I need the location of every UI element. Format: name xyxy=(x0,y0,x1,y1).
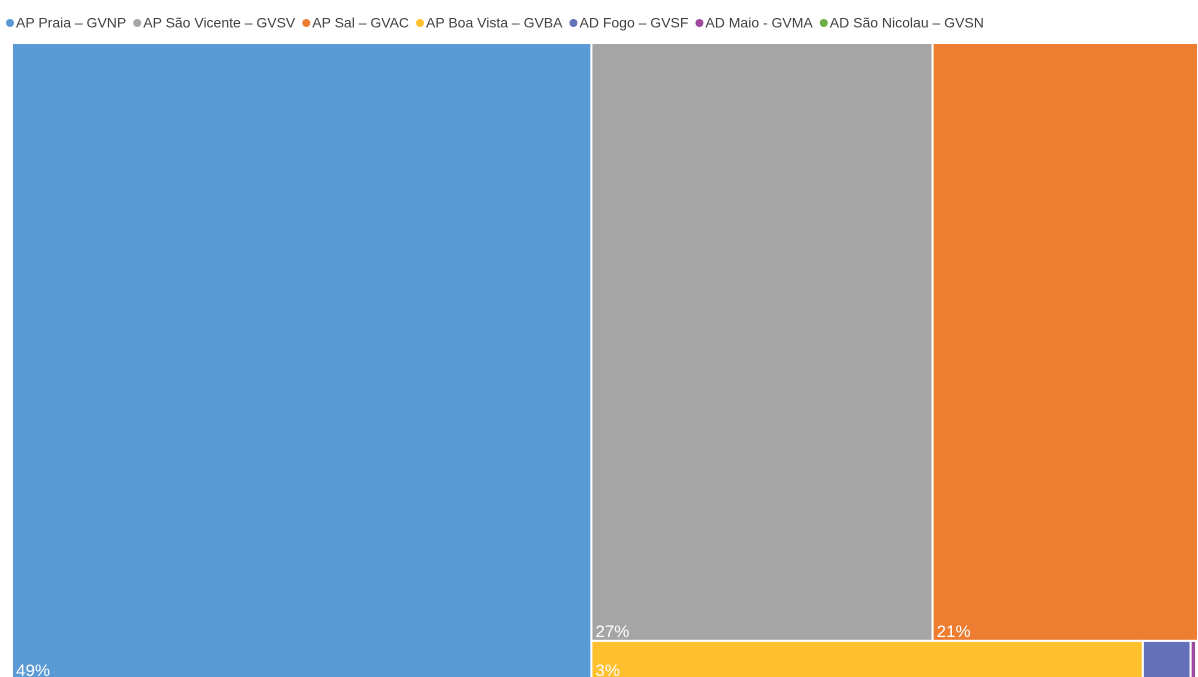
legend-label: AP Sal – GVAC xyxy=(312,15,409,31)
tile xyxy=(1141,639,1192,677)
tile xyxy=(590,639,1144,677)
tile xyxy=(11,42,593,677)
legend-marker xyxy=(133,19,142,27)
legend-marker xyxy=(569,19,578,27)
legend: AP Praia – GVNP AP São Vicente – GVSV AP S… xyxy=(6,15,984,31)
value-label: 27% xyxy=(595,622,629,641)
legend-marker xyxy=(302,19,311,27)
legend-marker xyxy=(819,19,828,27)
legend-label: AP Praia – GVNP xyxy=(16,15,126,31)
value-label: 3% xyxy=(595,661,620,677)
legend-label: AD Fogo – GVSF xyxy=(579,15,688,31)
value-label: 49% xyxy=(16,661,50,677)
legend-marker xyxy=(695,19,704,27)
tile xyxy=(931,42,1198,642)
legend-marker xyxy=(416,19,425,27)
value-label: 21% xyxy=(937,622,971,641)
legend-label: AP Boa Vista – GVBA xyxy=(426,15,563,31)
legend-label: AD São Nicolau – GVSN xyxy=(830,15,984,31)
legend-label: AD Maio - GVMA xyxy=(705,15,813,31)
value-labels: 49% 27% 21% 3% xyxy=(16,622,971,677)
legend-label: AP São Vicente – GVSV xyxy=(143,15,296,31)
legend-marker xyxy=(6,19,14,27)
tile xyxy=(590,42,934,642)
tile xyxy=(1195,639,1198,677)
treemap xyxy=(11,42,1198,677)
